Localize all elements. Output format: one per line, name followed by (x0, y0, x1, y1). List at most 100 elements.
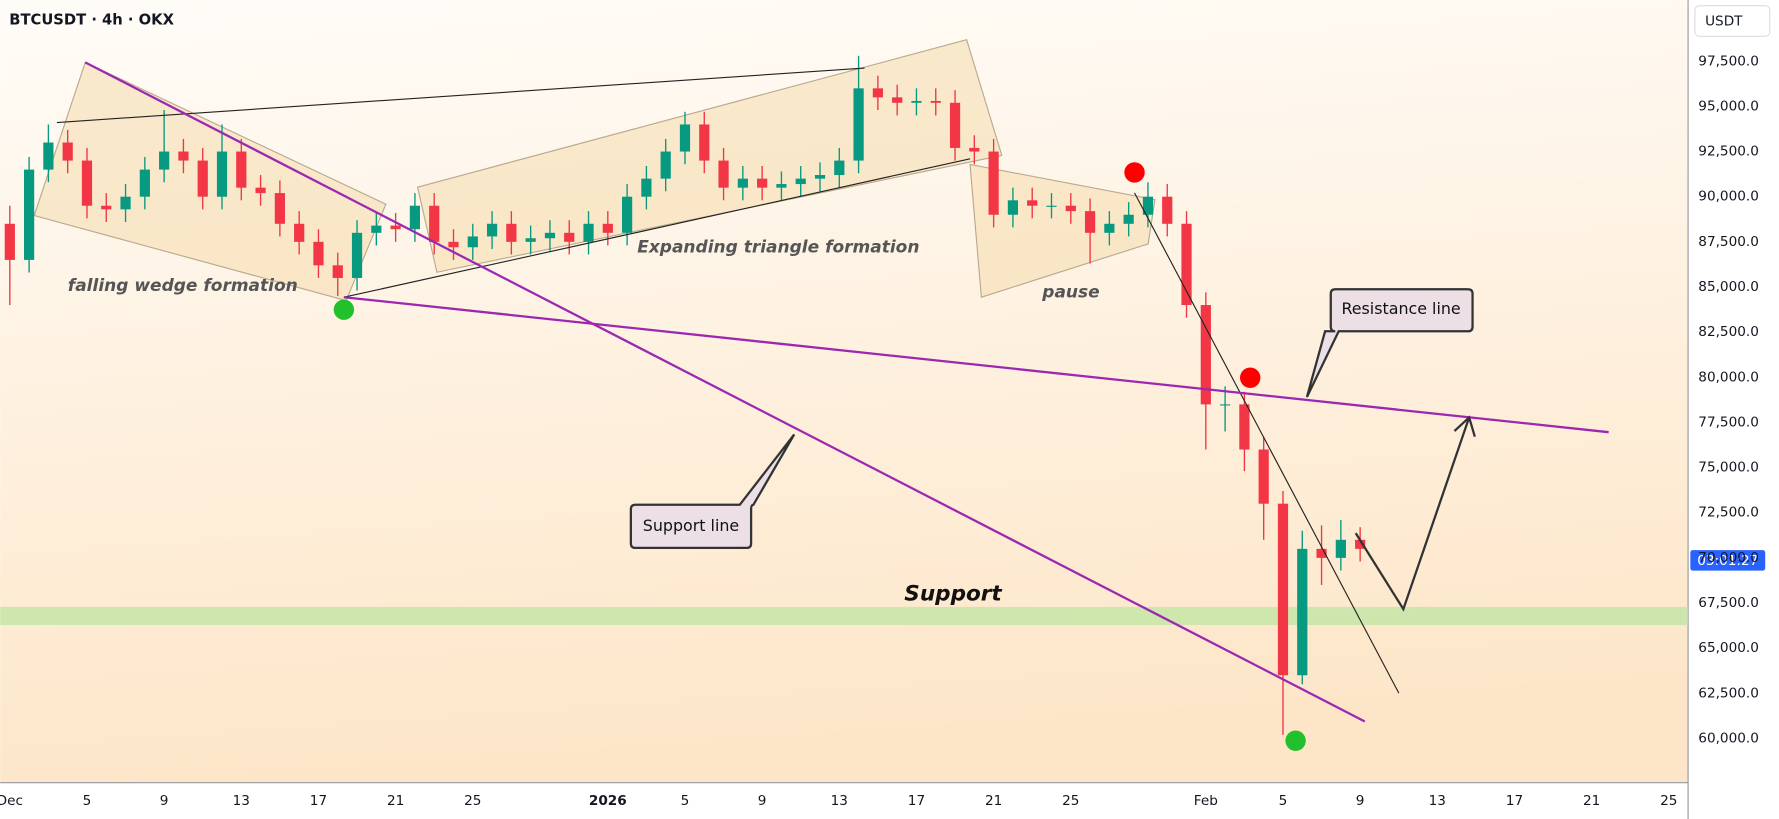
x-tick-label: 13 (1429, 793, 1446, 809)
candle-body (371, 225, 382, 233)
candle-body (448, 241, 459, 248)
support-zone (0, 606, 1689, 626)
candle-body (602, 223, 613, 233)
candle-body (4, 223, 15, 260)
annotation: Expanding triangle formation (637, 237, 919, 257)
candle-body (467, 236, 478, 248)
y-tick-label: 75,000.0 (1698, 460, 1759, 476)
y-tick-label: 85,000.0 (1698, 279, 1759, 295)
candle-body (332, 265, 343, 278)
annotation: Support (904, 581, 1002, 606)
y-tick-label: 92,500.0 (1698, 144, 1759, 160)
candle-body (101, 205, 112, 210)
candle-body (351, 232, 363, 278)
unit-label: USDT (1705, 14, 1743, 30)
y-tick-label: 65,000.0 (1698, 640, 1759, 656)
candle-body (1142, 196, 1154, 215)
unit-box (1694, 5, 1771, 37)
trend-line (1134, 192, 1400, 694)
y-tick-label: 87,500.0 (1698, 234, 1759, 250)
countdown: 03:01:27 (1697, 553, 1758, 569)
low-marker (1285, 730, 1306, 751)
y-tick-label: 90,000.0 (1698, 189, 1759, 205)
x-tick-label: 9 (1356, 793, 1365, 809)
candle-body (795, 178, 806, 185)
candle-body (429, 205, 440, 242)
candle-body (1104, 223, 1115, 233)
x-tick-label: 17 (1506, 793, 1523, 809)
candle-body (139, 169, 150, 197)
callout (629, 433, 796, 550)
candle-body (814, 175, 826, 179)
candle-body (313, 241, 324, 266)
time-axis-panel (0, 782, 1689, 819)
candle-body (737, 178, 748, 188)
candle-body (853, 88, 864, 161)
x-tick-label: 25 (1660, 793, 1677, 809)
candle-body (1335, 539, 1346, 558)
x-tick-label: 21 (1583, 793, 1600, 809)
countdown-box (1690, 550, 1766, 571)
x-tick-label: Feb (1194, 793, 1218, 809)
annotation: falling wedge formation (68, 276, 298, 296)
candle-body (409, 205, 421, 230)
resistance-line (343, 296, 1609, 434)
trend-line (343, 158, 971, 298)
low-marker (333, 299, 355, 320)
candle-body (486, 223, 498, 237)
candle-body (255, 187, 266, 194)
candle-body (1200, 305, 1211, 405)
candles (4, 55, 1366, 735)
candle-body (1181, 223, 1192, 306)
candle-body (776, 184, 787, 188)
candle-body (564, 232, 575, 242)
y-tick-label: 62,500.0 (1698, 685, 1759, 701)
x-tick-label: 21 (985, 793, 1002, 809)
y-tick-label: 67,500.0 (1698, 595, 1759, 611)
candle-body (1046, 205, 1057, 207)
candle-body (1316, 548, 1327, 558)
x-tick-label: 17 (310, 793, 327, 809)
candle-body (159, 151, 170, 170)
x-tick-label: 5 (681, 793, 690, 809)
y-tick-label: 60,000.0 (1698, 730, 1759, 746)
candle-body (24, 169, 35, 260)
candle-body (1027, 200, 1038, 206)
candle-body (1123, 214, 1134, 224)
candle-body (62, 142, 73, 161)
x-tick-label: 17 (908, 793, 925, 809)
x-tick-label: 5 (1279, 793, 1288, 809)
high-marker (1240, 367, 1261, 388)
candle-body (390, 225, 401, 230)
candle-body (911, 100, 922, 103)
candle-body (120, 196, 131, 210)
candle-body (679, 124, 691, 152)
candle-body (834, 160, 845, 176)
candle-body (1084, 211, 1096, 233)
x-tick-label: 9 (160, 793, 169, 809)
candle-body (544, 232, 556, 239)
arrow-head (1453, 415, 1476, 438)
price-axis-panel (1688, 0, 1779, 819)
candle-body (949, 102, 961, 148)
axes: 60,000.0 62,500.0 65,000.0 67,500.0 70,000.0… (0, 53, 1759, 809)
candle-body (178, 151, 189, 161)
x-tick-label: 13 (831, 793, 848, 809)
candle-body (892, 97, 903, 103)
high-marker (1124, 162, 1145, 183)
candle-body (969, 147, 980, 152)
y-tick-label: 70,000.0 (1698, 550, 1759, 566)
symbol-title: BTCUSDT · 4h · OKX (9, 11, 174, 28)
candle-body (1258, 449, 1269, 504)
candle-body (506, 223, 517, 242)
candle-body (1277, 503, 1289, 676)
y-tick-label: 72,500.0 (1698, 505, 1759, 521)
candle-body (216, 151, 228, 197)
callout-text: Resistance line (1341, 299, 1460, 318)
candle-body (81, 160, 93, 206)
candle-body (1220, 404, 1231, 406)
y-tick-label: 97,500.0 (1698, 53, 1759, 69)
candle-body (525, 238, 536, 242)
